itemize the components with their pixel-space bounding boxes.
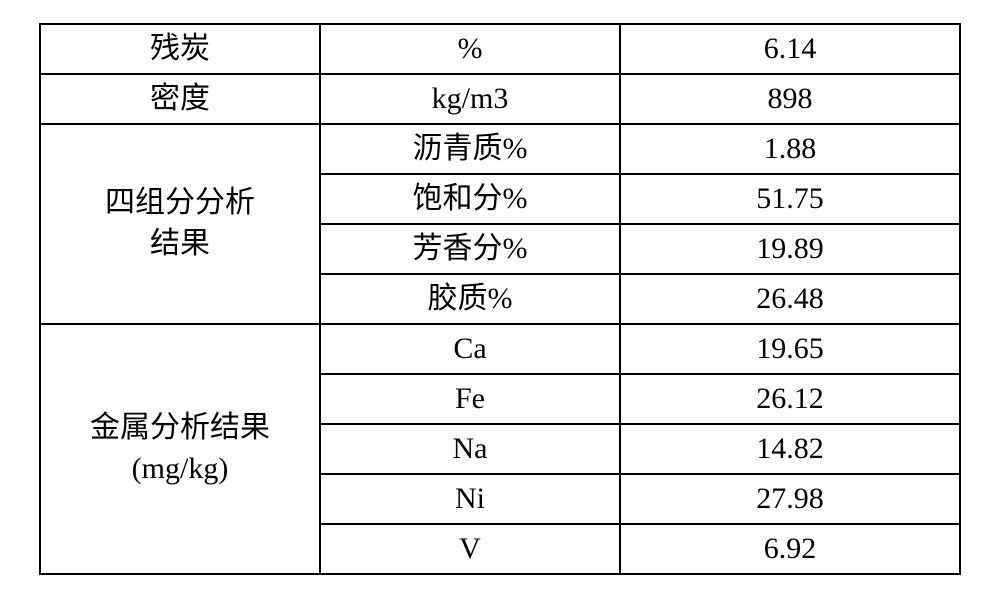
properties-table: 残炭 % 6.14 密度 kg/m3 898 四组分分析 结果 沥青质% 1.8…: [39, 23, 961, 575]
cell-param: 残炭: [40, 24, 320, 74]
cell-unit: 芳香分%: [320, 224, 620, 274]
cell-value: 898: [620, 74, 960, 124]
cell-unit: 饱和分%: [320, 174, 620, 224]
cell-unit: V: [320, 524, 620, 574]
section-header-line1: 金属分析结果: [90, 411, 270, 444]
cell-unit: kg/m3: [320, 74, 620, 124]
cell-param: 密度: [40, 74, 320, 124]
cell-unit: Fe: [320, 374, 620, 424]
table-row: 金属分析结果 (mg/kg) Ca 19.65: [40, 324, 960, 374]
cell-value: 51.75: [620, 174, 960, 224]
cell-value: 26.48: [620, 274, 960, 324]
cell-value: 1.88: [620, 124, 960, 174]
cell-unit: Ni: [320, 474, 620, 524]
section-header-metal: 金属分析结果 (mg/kg): [40, 324, 320, 574]
table-row: 四组分分析 结果 沥青质% 1.88: [40, 124, 960, 174]
cell-value: 6.14: [620, 24, 960, 74]
cell-unit: 胶质%: [320, 274, 620, 324]
table-row: 残炭 % 6.14: [40, 24, 960, 74]
cell-value: 19.89: [620, 224, 960, 274]
section-header-line1: 四组分分析: [105, 186, 255, 219]
cell-value: 26.12: [620, 374, 960, 424]
cell-unit: Na: [320, 424, 620, 474]
cell-value: 27.98: [620, 474, 960, 524]
section-header-sara: 四组分分析 结果: [40, 124, 320, 324]
cell-unit: %: [320, 24, 620, 74]
section-header-line2: (mg/kg): [132, 452, 229, 485]
cell-value: 19.65: [620, 324, 960, 374]
table-row: 密度 kg/m3 898: [40, 74, 960, 124]
cell-unit: 沥青质%: [320, 124, 620, 174]
cell-value: 6.92: [620, 524, 960, 574]
cell-unit: Ca: [320, 324, 620, 374]
cell-value: 14.82: [620, 424, 960, 474]
section-header-line2: 结果: [150, 227, 210, 260]
